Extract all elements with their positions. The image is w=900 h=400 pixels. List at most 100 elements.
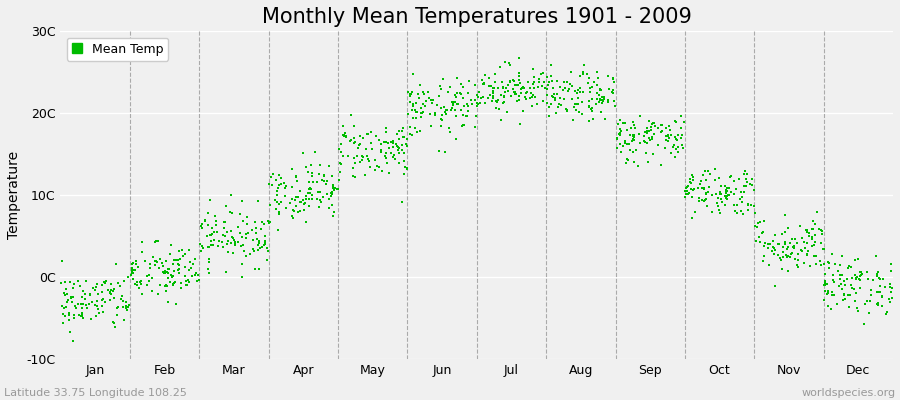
Point [580, 80, 595, 87]
Point [771, 241, 786, 248]
Point [684, 179, 698, 186]
Point [285, 206, 300, 213]
Point [719, 195, 733, 201]
Point [842, 304, 856, 310]
Point [860, 269, 874, 276]
Point [103, 289, 117, 295]
Point [178, 264, 193, 270]
Point [180, 282, 194, 288]
Point [248, 266, 262, 272]
Point [204, 230, 219, 237]
Point [248, 219, 263, 225]
Point [201, 244, 215, 250]
Point [230, 239, 245, 245]
Point [712, 207, 726, 214]
Point [253, 245, 267, 252]
Point [133, 280, 148, 287]
Point [822, 260, 836, 266]
Point [465, 101, 480, 107]
Point [351, 145, 365, 152]
Point [457, 103, 472, 109]
Point [61, 297, 76, 304]
Point [582, 118, 597, 124]
Point [683, 176, 698, 183]
Point [680, 184, 695, 190]
Point [670, 137, 684, 143]
Point [871, 274, 886, 281]
Point [235, 261, 249, 268]
Point [707, 166, 722, 172]
Point [487, 84, 501, 91]
Point [364, 164, 378, 170]
Point [96, 279, 111, 286]
Point [370, 163, 384, 169]
Point [455, 112, 470, 118]
Point [360, 130, 374, 137]
Point [297, 200, 311, 206]
Point [413, 128, 428, 134]
Point [360, 153, 374, 159]
Point [536, 78, 551, 85]
Point [364, 146, 379, 152]
Point [192, 277, 206, 284]
Point [626, 119, 640, 126]
Point [158, 257, 173, 264]
Point [592, 99, 607, 106]
Point [336, 152, 350, 159]
Point [778, 212, 792, 218]
Point [288, 196, 302, 203]
Point [828, 261, 842, 268]
Point [85, 299, 99, 305]
Point [697, 198, 711, 204]
Point [521, 79, 535, 85]
Point [207, 229, 221, 235]
Point [761, 244, 776, 251]
Point [583, 88, 598, 95]
Point [181, 277, 195, 283]
Point [849, 275, 863, 282]
Point [150, 238, 165, 244]
Point [601, 86, 616, 92]
Point [622, 141, 636, 147]
Point [338, 130, 353, 136]
Point [722, 192, 736, 198]
Point [612, 131, 626, 138]
Point [448, 113, 463, 119]
Point [286, 208, 301, 214]
Point [310, 196, 324, 202]
Point [524, 90, 538, 96]
Point [166, 280, 181, 286]
Point [269, 206, 284, 212]
Point [251, 242, 266, 249]
Point [687, 186, 701, 192]
Point [66, 294, 80, 300]
Point [202, 256, 217, 262]
Point [227, 237, 241, 243]
Point [617, 120, 632, 126]
Point [291, 209, 305, 215]
Point [115, 292, 130, 299]
Point [179, 278, 194, 284]
Point [685, 172, 699, 178]
Point [166, 257, 181, 264]
Point [620, 141, 634, 147]
Point [601, 73, 616, 80]
Point [220, 229, 234, 235]
Point [387, 152, 401, 159]
Point [782, 240, 796, 247]
Point [410, 109, 424, 115]
Point [65, 298, 79, 305]
Point [94, 289, 109, 296]
Point [61, 316, 76, 323]
Point [820, 291, 834, 298]
Point [434, 86, 448, 92]
Point [729, 186, 743, 192]
Point [560, 79, 574, 85]
Point [814, 227, 828, 234]
Point [790, 250, 805, 257]
Point [788, 236, 802, 243]
Point [592, 96, 607, 102]
Point [302, 196, 316, 202]
Point [692, 198, 706, 204]
Point [220, 203, 234, 209]
